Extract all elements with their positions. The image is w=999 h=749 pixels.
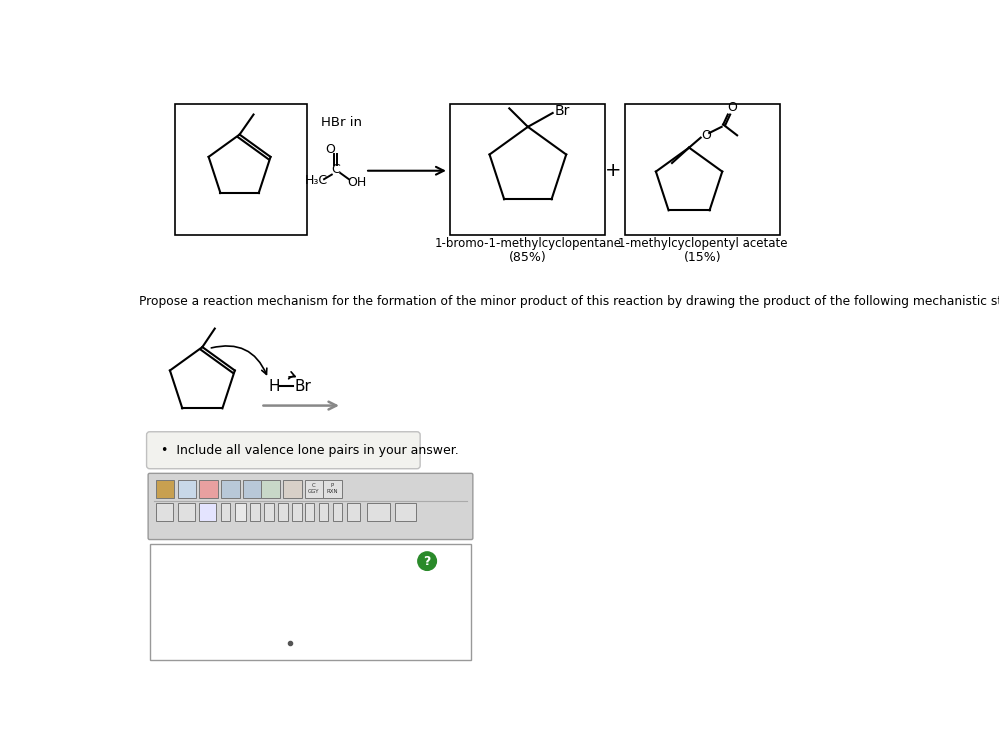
Bar bbox=[283, 479, 302, 498]
Bar bbox=[324, 479, 342, 498]
Bar bbox=[221, 479, 240, 498]
Bar bbox=[293, 503, 302, 521]
Text: HBr in: HBr in bbox=[322, 115, 363, 129]
Text: (15%): (15%) bbox=[683, 251, 721, 264]
Text: C
GGY: C GGY bbox=[309, 483, 320, 494]
Bar bbox=[150, 545, 472, 660]
Text: 1-bromo-1-methylcyclopentane: 1-bromo-1-methylcyclopentane bbox=[435, 237, 621, 250]
Bar bbox=[319, 503, 328, 521]
Text: O: O bbox=[726, 101, 736, 114]
Bar bbox=[156, 503, 173, 521]
Bar bbox=[199, 503, 217, 521]
FancyBboxPatch shape bbox=[148, 473, 473, 539]
Bar bbox=[305, 479, 324, 498]
Text: Propose a reaction mechanism for the formation of the minor product of this reac: Propose a reaction mechanism for the for… bbox=[139, 295, 999, 309]
Bar bbox=[305, 503, 314, 521]
Bar bbox=[156, 479, 175, 498]
Bar bbox=[279, 503, 288, 521]
Bar bbox=[178, 503, 195, 521]
Bar bbox=[235, 503, 246, 521]
Bar bbox=[451, 104, 605, 234]
Text: OH: OH bbox=[347, 176, 367, 189]
FancyBboxPatch shape bbox=[147, 431, 421, 469]
Bar bbox=[367, 503, 390, 521]
Bar bbox=[221, 503, 231, 521]
Bar bbox=[395, 503, 417, 521]
Bar bbox=[262, 479, 280, 498]
Text: O: O bbox=[326, 142, 336, 156]
Bar bbox=[265, 503, 274, 521]
Text: 1-methylcyclopentyl acetate: 1-methylcyclopentyl acetate bbox=[617, 237, 787, 250]
Bar bbox=[175, 104, 307, 234]
Text: C: C bbox=[332, 163, 340, 176]
Bar bbox=[333, 503, 342, 521]
Text: H: H bbox=[269, 379, 280, 394]
Text: P
RXN: P RXN bbox=[327, 483, 339, 494]
Bar bbox=[199, 479, 218, 498]
Text: ?: ? bbox=[424, 554, 431, 568]
FancyArrowPatch shape bbox=[211, 346, 267, 374]
Bar bbox=[251, 503, 260, 521]
Bar bbox=[624, 104, 780, 234]
Text: +: + bbox=[604, 161, 621, 181]
Text: (85%): (85%) bbox=[509, 251, 546, 264]
Text: Br: Br bbox=[295, 379, 312, 394]
Bar bbox=[243, 479, 262, 498]
FancyArrowPatch shape bbox=[289, 372, 295, 379]
Text: Br: Br bbox=[555, 103, 570, 118]
Bar bbox=[347, 503, 361, 521]
Text: H₃C: H₃C bbox=[305, 175, 328, 187]
Text: •  Include all valence lone pairs in your answer.: • Include all valence lone pairs in your… bbox=[161, 443, 459, 457]
Circle shape bbox=[418, 552, 437, 570]
Bar bbox=[178, 479, 196, 498]
Text: O: O bbox=[701, 129, 711, 142]
